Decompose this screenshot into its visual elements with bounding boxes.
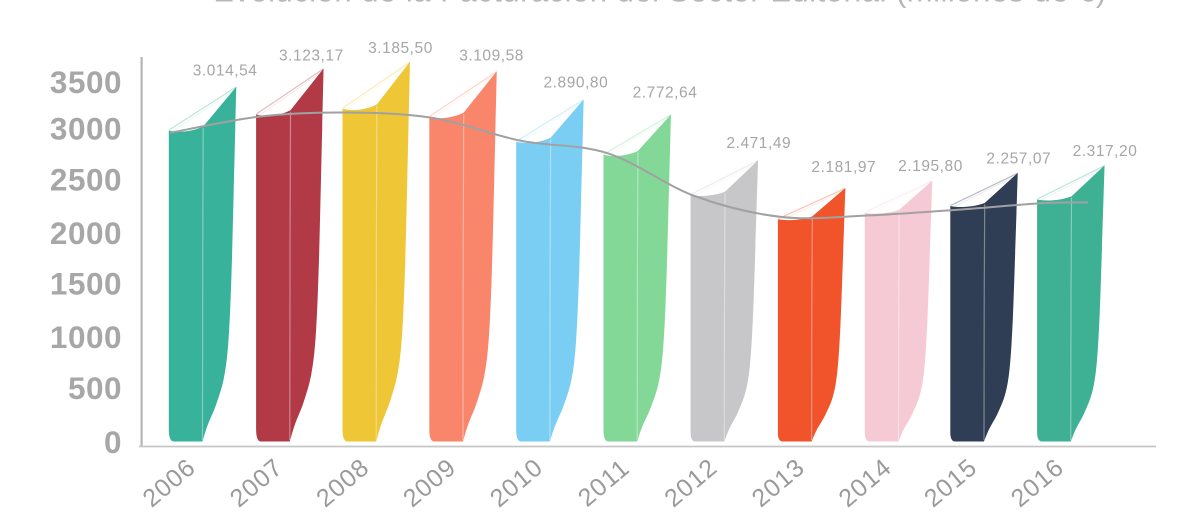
svg-text:3.185,50: 3.185,50 [368,40,433,57]
svg-text:3.014,54: 3.014,54 [193,63,258,80]
svg-text:3500: 3500 [50,64,122,100]
svg-text:2.317,20: 2.317,20 [1073,143,1138,160]
svg-text:0: 0 [104,424,122,460]
svg-text:2.471,49: 2.471,49 [726,135,791,152]
svg-text:500: 500 [68,370,122,406]
svg-text:2.257,07: 2.257,07 [986,151,1051,168]
svg-text:3000: 3000 [50,110,122,146]
svg-text:2.772,64: 2.772,64 [633,85,698,102]
svg-text:2000: 2000 [50,215,122,251]
svg-text:1000: 1000 [50,319,122,355]
svg-text:1500: 1500 [50,265,122,301]
svg-text:2.181,97: 2.181,97 [811,159,876,176]
svg-text:Evolución de la Facturación de: Evolución de la Facturación del Sector E… [213,0,1107,9]
svg-text:2500: 2500 [50,161,122,197]
svg-text:2.890,80: 2.890,80 [544,75,609,92]
svg-text:3.123,17: 3.123,17 [279,48,344,65]
svg-text:2.195,80: 2.195,80 [898,158,963,175]
svg-text:3.109,58: 3.109,58 [459,48,524,65]
